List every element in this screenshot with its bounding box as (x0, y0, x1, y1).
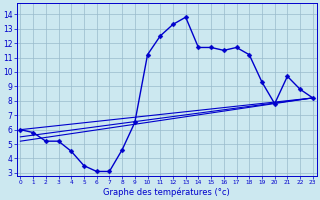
X-axis label: Graphe des températures (°c): Graphe des températures (°c) (103, 188, 230, 197)
